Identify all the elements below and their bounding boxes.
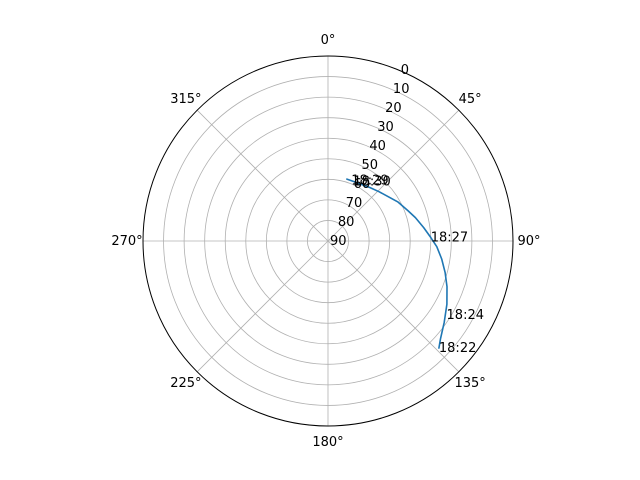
radial-tick-label-70: 70 xyxy=(346,196,363,211)
time-annotation-0: 18:22 xyxy=(439,341,476,356)
angular-tick-label-270: 270° xyxy=(111,234,142,249)
radial-tick-label-30: 30 xyxy=(377,120,394,135)
angular-grid-line-45 xyxy=(327,109,460,242)
radial-tick-label-80: 80 xyxy=(338,215,355,230)
polar-frame xyxy=(142,55,514,427)
radial-tick-labels: 0 10 20 30 40 50 60 70 80 90 xyxy=(330,63,409,249)
angular-tick-label-180: 180° xyxy=(312,435,343,450)
angular-tick-label-135: 135° xyxy=(454,376,485,391)
series-layer xyxy=(346,178,448,349)
angular-tick-label-90: 90° xyxy=(517,234,540,249)
radial-tick-label-50: 50 xyxy=(361,158,378,173)
time-annotation-3: 18:29 xyxy=(351,174,388,189)
angular-tick-label-0: 0° xyxy=(321,33,336,48)
series-line-0 xyxy=(346,178,448,349)
radial-tick-label-0: 0 xyxy=(401,63,409,78)
angular-grid-line-315 xyxy=(196,109,329,242)
radial-tick-label-10: 10 xyxy=(393,82,410,97)
angular-tick-labels: 0° 45° 90° 135° 180° 225° 270° 315° xyxy=(111,33,540,450)
angular-tick-label-225: 225° xyxy=(170,376,201,391)
angular-grid-line-225 xyxy=(196,240,329,373)
radial-tick-label-20: 20 xyxy=(385,101,402,116)
time-annotation-2: 18:27 xyxy=(431,230,468,245)
time-annotation-4: 18:30 xyxy=(353,174,390,189)
radial-tick-label-60: 60 xyxy=(354,177,371,192)
angular-tick-label-315: 315° xyxy=(170,92,201,107)
grid-layer xyxy=(142,55,514,427)
angular-grid-line-135 xyxy=(327,240,460,373)
time-annotation-1: 18:24 xyxy=(447,308,484,323)
angular-tick-label-45: 45° xyxy=(459,92,482,107)
radial-tick-label-40: 40 xyxy=(369,139,386,154)
radial-tick-label-90: 90 xyxy=(330,234,347,249)
